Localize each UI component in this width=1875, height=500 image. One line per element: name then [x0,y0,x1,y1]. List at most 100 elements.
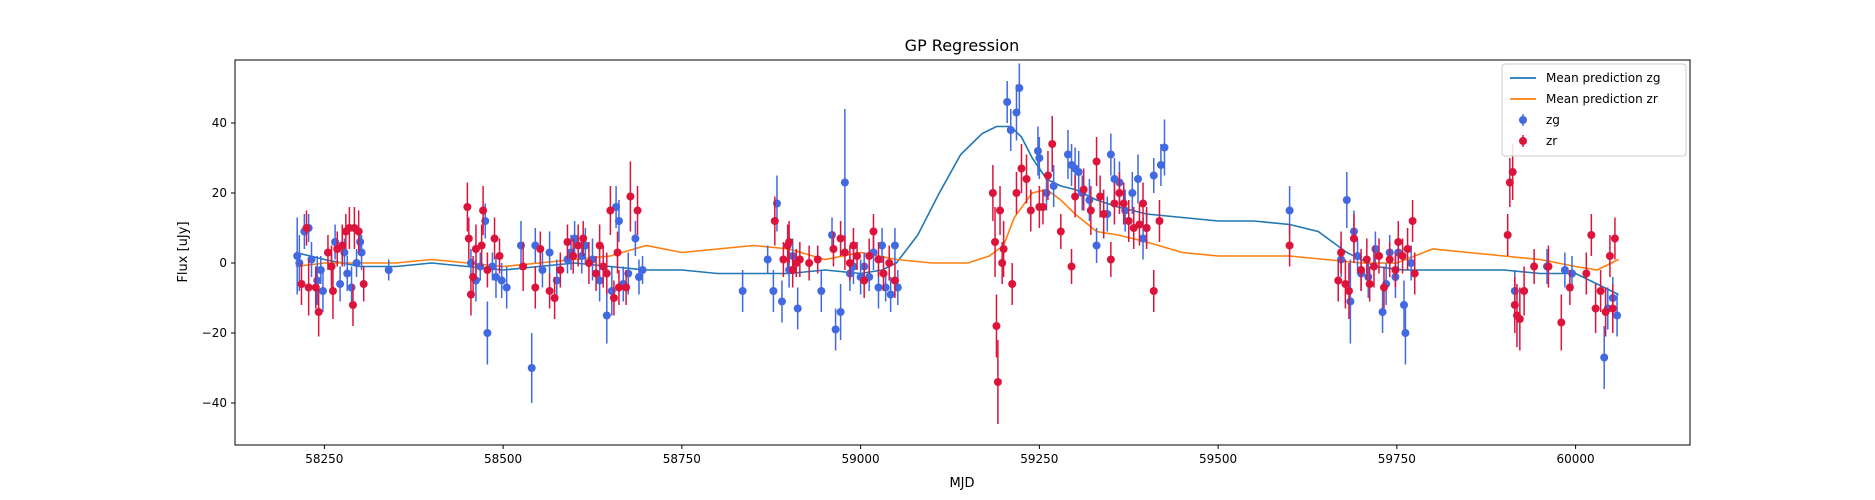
data-marker [878,241,887,250]
data-marker [318,287,327,295]
data-point-zr [779,242,788,277]
data-point-zg [1160,119,1169,176]
x-axis-label: MJD [949,476,974,491]
data-point-zr [1067,249,1076,284]
data-marker [570,234,579,243]
legend-entry: zg [1519,113,1560,127]
x-tick-label: 59000 [842,452,880,466]
data-point-zr [874,242,883,277]
data-marker [307,255,316,264]
data-marker [795,255,804,264]
data-point-zr [311,266,320,309]
data-point-zg [502,266,511,309]
data-marker [996,206,1005,215]
data-point-zg [763,245,772,274]
data-point-zr [1149,270,1158,312]
data-marker [1106,150,1115,159]
data-marker [1048,140,1057,148]
data-marker [1110,199,1119,208]
data-marker [769,287,778,295]
data-marker [1139,199,1148,208]
data-marker [356,238,365,246]
data-point-zr [1086,186,1095,235]
data-marker [602,269,611,278]
data-marker [1156,161,1165,169]
data-marker [1591,304,1600,313]
data-marker [638,266,647,274]
data-marker [592,269,601,278]
data-marker [479,206,488,215]
data-point-zr [471,224,480,274]
x-tick-label: 59500 [1199,452,1237,466]
data-marker [828,231,837,239]
data-marker [634,273,643,281]
data-point-zr [614,270,623,305]
data-marker [1124,217,1133,225]
data-marker [1365,280,1374,288]
data-point-zr [1038,189,1047,225]
data-marker [1341,280,1350,288]
data-point-zr [996,186,1005,235]
data-point-zr [1394,221,1403,263]
data-point-zr [1349,214,1358,263]
data-point-zr [1056,214,1065,249]
y-tick-label: 0 [219,256,227,270]
data-point-zr [1071,175,1080,218]
data-point-zg [1128,172,1137,214]
data-point-zg [1012,84,1021,141]
data-point-zg [357,235,366,270]
data-marker [992,322,1001,330]
data-marker [1394,238,1403,246]
data-marker [991,238,1000,246]
data-point-zg [1378,291,1387,333]
data-point-zr [1605,235,1614,277]
data-marker [354,227,363,236]
data-marker [595,241,604,250]
data-marker [1022,175,1031,183]
data-point-zg [836,284,845,340]
data-point-zg [878,228,887,263]
data-point-zr [545,273,554,309]
x-axis-ticks: 58250 58500 58750 59000 59250 59500 59750 60000 [305,445,1595,466]
data-marker [988,189,997,197]
data-marker [1119,199,1128,208]
data-point-zg [307,242,316,277]
data-point-zg [497,263,506,298]
data-point-zr [1124,200,1133,242]
data-marker [805,259,814,267]
data-point-zr [1110,182,1119,225]
data-marker [348,301,357,309]
data-marker [1337,248,1346,257]
data-point-zr [1017,144,1026,193]
data-marker [595,276,604,285]
data-point-zg [602,287,611,344]
data-marker [1128,189,1137,197]
data-marker [836,234,845,243]
y-tick-label: 20 [212,186,227,200]
data-marker [631,234,640,243]
data-point-zr [840,235,849,270]
data-point-zr [314,287,323,337]
data-marker [1086,206,1095,215]
data-point-zr [1129,207,1138,249]
data-marker [1613,311,1622,320]
data-point-zg [527,333,536,403]
data-marker [477,241,486,250]
data-point-zr [633,186,642,235]
data-marker [879,269,888,278]
data-marker [1085,196,1094,204]
data-marker [545,248,554,257]
data-marker [1408,217,1417,225]
data-point-zr [1408,200,1417,242]
data-point-zr [1596,270,1605,312]
data-marker [1587,231,1596,239]
data-marker [1012,189,1021,197]
x-tick-label: 58500 [484,452,522,466]
data-marker [609,294,618,302]
data-marker [738,287,747,295]
data-marker [1346,297,1355,306]
data-marker [788,266,797,274]
data-point-zr [579,221,588,256]
data-point-zg [1134,154,1143,204]
